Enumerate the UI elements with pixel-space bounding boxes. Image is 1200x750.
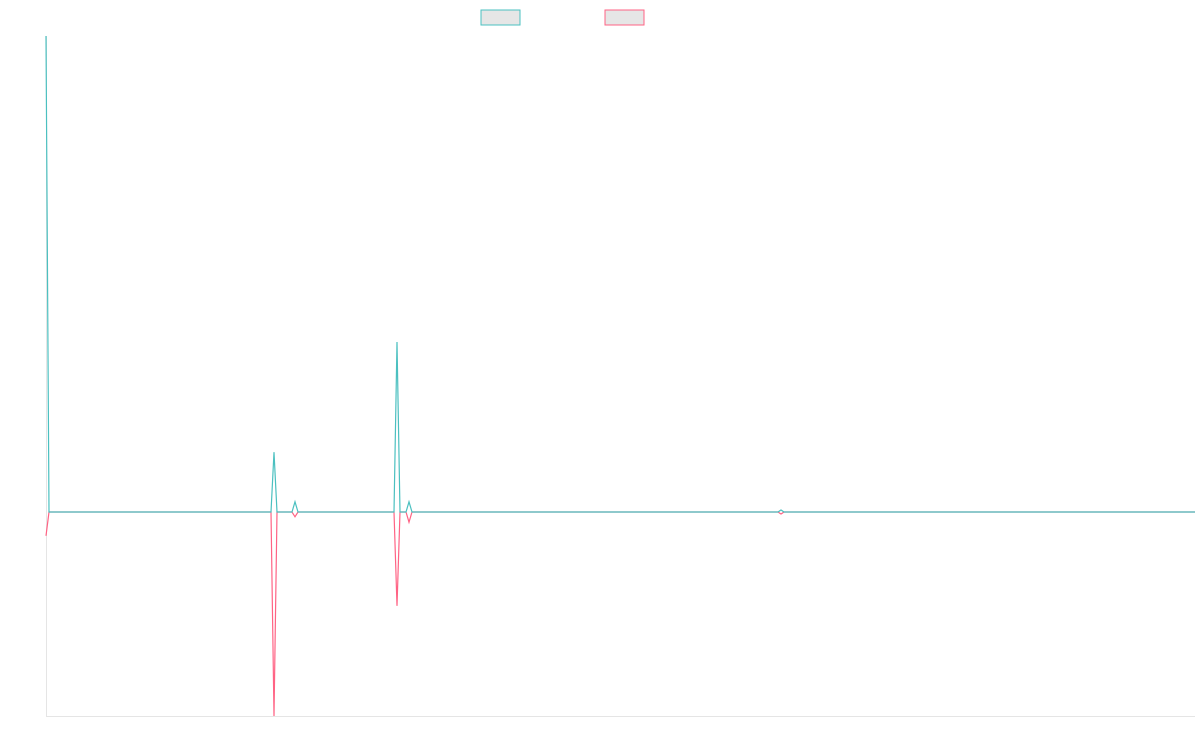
data-line xyxy=(45,35,1195,513)
legend-swatch[interactable] xyxy=(480,9,521,26)
legend-swatch[interactable] xyxy=(604,9,645,26)
data-line xyxy=(45,511,1195,717)
